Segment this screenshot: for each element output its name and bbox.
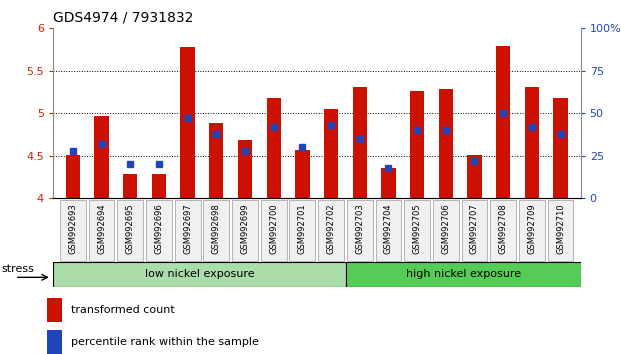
Bar <box>438 90 453 198</box>
Text: GSM992705: GSM992705 <box>412 203 422 254</box>
Bar <box>60 200 86 261</box>
Bar <box>496 46 510 198</box>
Text: GSM992710: GSM992710 <box>556 203 565 254</box>
Bar <box>89 200 114 261</box>
Bar <box>404 200 430 261</box>
Text: GSM992708: GSM992708 <box>499 203 508 254</box>
Bar <box>461 200 487 261</box>
Bar <box>289 200 315 261</box>
Bar <box>519 200 545 261</box>
Text: GSM992703: GSM992703 <box>355 203 365 254</box>
Text: transformed count: transformed count <box>71 306 175 315</box>
Text: low nickel exposure: low nickel exposure <box>145 269 254 279</box>
Text: GSM992699: GSM992699 <box>240 203 250 254</box>
Bar <box>181 47 195 198</box>
Text: GSM992696: GSM992696 <box>155 203 163 254</box>
Bar <box>123 175 137 198</box>
Bar <box>353 87 367 198</box>
Text: GSM992701: GSM992701 <box>298 203 307 254</box>
Bar <box>553 98 568 198</box>
Text: GSM992706: GSM992706 <box>442 203 450 254</box>
Bar <box>94 116 109 198</box>
Bar <box>175 200 201 261</box>
Text: GSM992702: GSM992702 <box>327 203 335 254</box>
Bar <box>347 200 373 261</box>
Text: GSM992695: GSM992695 <box>125 203 135 254</box>
Text: GSM992698: GSM992698 <box>212 203 221 254</box>
Text: GDS4974 / 7931832: GDS4974 / 7931832 <box>53 11 193 25</box>
Bar <box>146 200 172 261</box>
Bar <box>410 91 424 198</box>
Bar <box>433 200 459 261</box>
Bar <box>548 200 573 261</box>
Text: high nickel exposure: high nickel exposure <box>406 269 521 279</box>
Text: GSM992693: GSM992693 <box>68 203 78 254</box>
Bar <box>66 155 80 198</box>
Bar <box>47 330 62 354</box>
Bar <box>266 98 281 198</box>
Bar <box>525 87 539 198</box>
Bar <box>261 200 286 261</box>
Bar <box>152 175 166 198</box>
Bar <box>204 200 229 261</box>
Bar <box>238 141 252 198</box>
Bar <box>209 124 224 198</box>
Bar <box>232 200 258 261</box>
Bar <box>346 262 581 287</box>
Text: GSM992700: GSM992700 <box>269 203 278 254</box>
Bar <box>318 200 344 261</box>
Bar <box>490 200 516 261</box>
Bar <box>381 168 396 198</box>
Bar <box>47 298 62 322</box>
Text: GSM992704: GSM992704 <box>384 203 393 254</box>
Text: GSM992709: GSM992709 <box>527 203 537 254</box>
Text: percentile rank within the sample: percentile rank within the sample <box>71 337 259 347</box>
Bar <box>53 262 346 287</box>
Bar <box>376 200 401 261</box>
Text: GSM992697: GSM992697 <box>183 203 192 254</box>
Bar <box>117 200 143 261</box>
Text: GSM992694: GSM992694 <box>97 203 106 254</box>
Text: stress: stress <box>1 264 34 274</box>
Bar <box>295 150 309 198</box>
Text: GSM992707: GSM992707 <box>470 203 479 254</box>
Bar <box>468 155 482 198</box>
Bar <box>324 109 338 198</box>
